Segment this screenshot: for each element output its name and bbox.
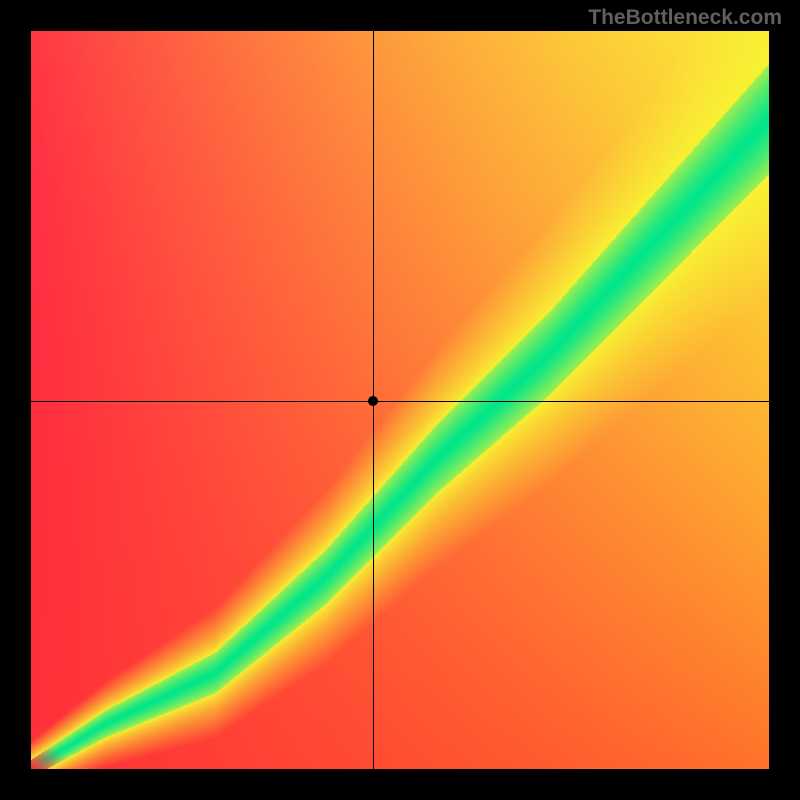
heatmap-canvas [31,31,769,769]
crosshair-horizontal [31,401,769,402]
watermark-text: TheBottleneck.com [588,6,782,30]
plot-area [31,31,769,769]
crosshair-marker [368,396,378,406]
